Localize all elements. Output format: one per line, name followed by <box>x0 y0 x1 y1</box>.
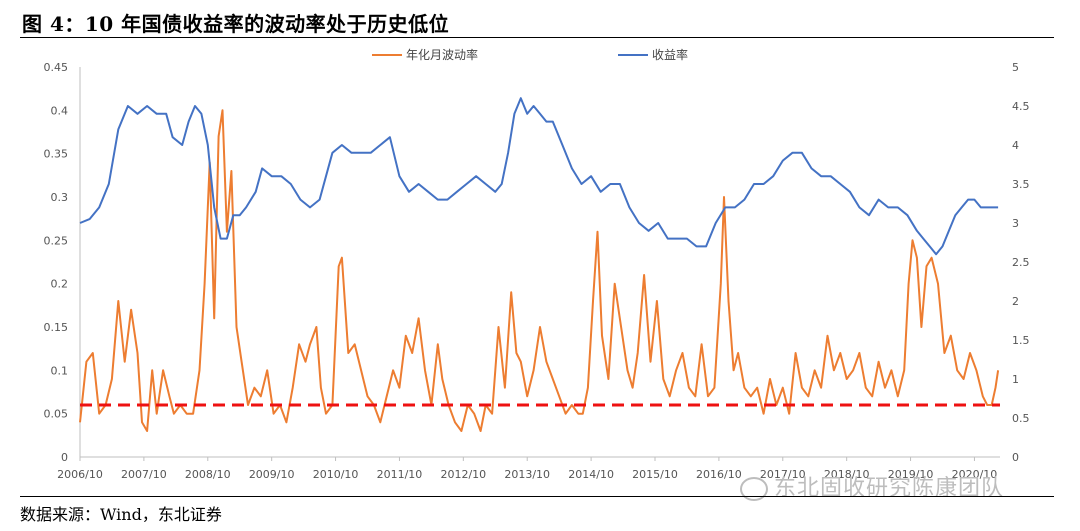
y-right-tick-label: 3 <box>1012 217 1019 230</box>
watermark: 东北固收研究陈康团队 <box>740 470 1004 502</box>
y-right-tick-label: 0.5 <box>1012 412 1030 425</box>
y-left-tick-label: 0.2 <box>51 278 69 291</box>
x-tick-label: 2018/10 <box>824 468 870 481</box>
x-tick-label: 2006/10 <box>57 468 103 481</box>
wechat-icon <box>740 477 768 501</box>
y-left-tick-label: 0.05 <box>44 408 69 421</box>
x-tick-label: 2011/10 <box>377 468 423 481</box>
title-divider <box>20 37 1054 38</box>
source-note: 数据来源：Wind，东北证券 <box>20 505 222 524</box>
legend-label: 年化月波动率 <box>406 47 478 62</box>
volatility-line <box>79 109 1000 432</box>
y-right-tick-label: 1 <box>1012 373 1019 386</box>
axes-layer: 0 0.05 0.1 0.15 0.2 0.25 0.3 0.35 0.4 0.45 0 0.5 1 1.… <box>44 61 1030 481</box>
x-tick-label: 2009/10 <box>249 468 295 481</box>
y-left-tick-label: 0 <box>61 451 68 464</box>
y-left-tick-label: 0.45 <box>44 61 69 74</box>
x-tick-label: 2014/10 <box>568 468 614 481</box>
y-right-tick-label: 4.5 <box>1012 100 1030 113</box>
y-left-tick-label: 0.35 <box>44 148 69 161</box>
series-layer <box>79 97 1000 432</box>
y-right-tick-label: 3.5 <box>1012 178 1030 191</box>
y-left-tick-label: 0.15 <box>44 321 69 334</box>
y-left-tick-label: 0.1 <box>51 364 69 377</box>
legend: 年化月波动率 收益率 <box>372 47 688 62</box>
x-tick-label: 2012/10 <box>440 468 486 481</box>
x-tick-label: 2008/10 <box>185 468 231 481</box>
y-right-tick-label: 1.5 <box>1012 334 1030 347</box>
x-tick-label: 2019/10 <box>888 468 934 481</box>
x-tick-label: 2016/10 <box>696 468 742 481</box>
x-tick-label: 2010/10 <box>313 468 359 481</box>
x-tick-label: 2020/10 <box>952 468 998 481</box>
x-tick-label: 2017/10 <box>760 468 806 481</box>
y-right-tick-label: 0 <box>1012 451 1019 464</box>
yield-line <box>79 97 999 256</box>
x-tick-label: 2015/10 <box>632 468 678 481</box>
x-tick-label: 2013/10 <box>504 468 550 481</box>
y-right-tick-label: 2 <box>1012 295 1019 308</box>
x-tick-label: 2007/10 <box>121 468 167 481</box>
source-divider <box>20 496 1054 497</box>
y-right-tick-label: 2.5 <box>1012 256 1030 269</box>
volatility-yield-chart: 0 0.05 0.1 0.15 0.2 0.25 0.3 0.35 0.4 0.45 0 0.5 1 1.… <box>44 47 1030 481</box>
y-right-tick-label: 4 <box>1012 139 1019 152</box>
legend-label: 收益率 <box>652 47 688 62</box>
figure-title: 图 4：10 年国债收益率的波动率处于历史低位 <box>22 12 450 36</box>
watermark-text: 东北固收研究陈康团队 <box>774 476 1005 501</box>
y-right-tick-label: 5 <box>1012 61 1019 74</box>
y-left-tick-label: 0.3 <box>51 191 69 204</box>
y-left-tick-label: 0.25 <box>44 234 69 247</box>
y-left-tick-label: 0.4 <box>51 104 69 117</box>
